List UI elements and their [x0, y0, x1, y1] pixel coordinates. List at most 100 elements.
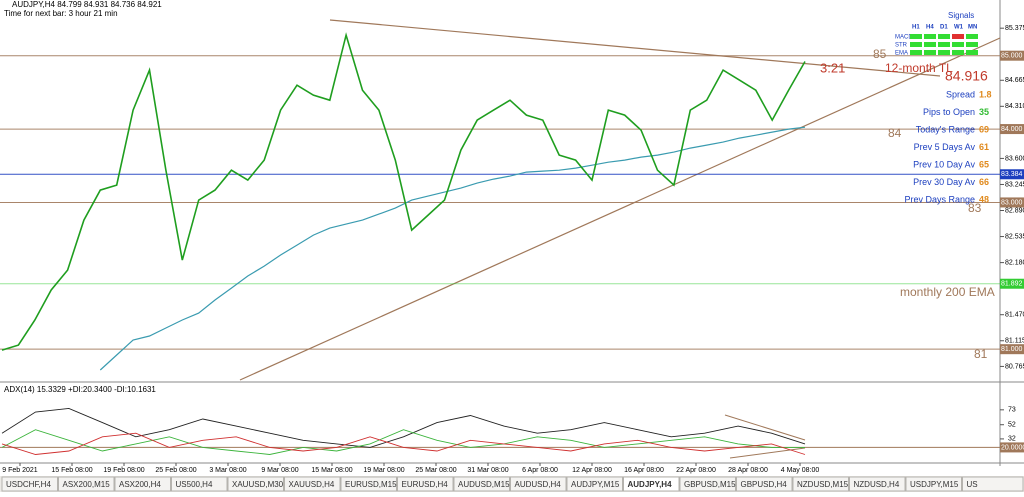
- tab-label[interactable]: GBPUSD,H4: [741, 480, 788, 489]
- tab-label[interactable]: US500,H4: [176, 480, 213, 489]
- level-box-label: 20.0000: [1001, 444, 1024, 451]
- tab-label[interactable]: AUDUSD,H4: [515, 480, 562, 489]
- y-tick-label: 81.115: [1005, 338, 1024, 345]
- x-tick-label: 4 May 08:00: [781, 467, 820, 474]
- signal-cell: [952, 50, 964, 55]
- x-tick-label: 31 Mar 08:00: [467, 467, 508, 474]
- lower-trendline: [239, 37, 1001, 381]
- x-tick-label: 6 Apr 08:00: [522, 467, 558, 474]
- level-box-label: 83.384: [1001, 171, 1023, 178]
- level-box-label: 81.892: [1001, 281, 1023, 288]
- tab[interactable]: [962, 476, 1024, 492]
- level-label: 81: [974, 347, 988, 361]
- tab[interactable]: [340, 476, 397, 492]
- tab-label[interactable]: ASX200,M15: [63, 480, 111, 489]
- tab-label[interactable]: EURUSD,H4: [402, 480, 449, 489]
- tab[interactable]: [736, 476, 793, 492]
- x-tick-label: 28 Apr 08:00: [728, 467, 768, 474]
- tab[interactable]: [566, 476, 623, 492]
- adx-tick-label: 32: [1008, 436, 1016, 443]
- tab-label[interactable]: USDCHF,H4: [6, 480, 51, 489]
- tab[interactable]: [114, 476, 171, 492]
- x-tick-label: 22 Apr 08:00: [676, 467, 716, 474]
- bar-countdown: 3:21: [820, 60, 845, 75]
- x-tick-label: 3 Mar 08:00: [209, 467, 246, 474]
- tab-label[interactable]: ASX200,H4: [119, 480, 161, 489]
- tab[interactable]: [58, 476, 115, 492]
- tab[interactable]: [171, 476, 228, 492]
- tab-label[interactable]: US: [967, 480, 978, 489]
- signal-cell: [910, 50, 922, 55]
- level-box: [1000, 169, 1024, 180]
- tab-label[interactable]: XAUUSD,H4: [289, 480, 335, 489]
- signal-row-label: STR: [895, 43, 908, 49]
- tab-label[interactable]: AUDJPY,M15: [571, 480, 620, 489]
- x-tick-label: 25 Feb 08:00: [155, 467, 196, 474]
- signal-cell: [966, 42, 978, 47]
- info-value: 66: [979, 177, 989, 187]
- tab-label[interactable]: XAUUSD,M30: [232, 480, 284, 489]
- symbol-line: AUDJPY,H4 84.799 84.931 84.736 84.921: [12, 0, 162, 9]
- adx-line: [1, 429, 805, 455]
- tab[interactable]: [623, 476, 680, 492]
- ema200-line: [99, 126, 806, 371]
- x-tick-label: 16 Apr 08:00: [624, 467, 664, 474]
- tab[interactable]: [792, 476, 849, 492]
- signal-column: MN: [968, 25, 977, 31]
- tab-label[interactable]: USDJPY,M15: [910, 480, 959, 489]
- tab[interactable]: [510, 476, 567, 492]
- signal-cell: [952, 34, 964, 39]
- tab-label[interactable]: EURUSD,M15: [345, 480, 397, 489]
- adx-line: [1, 432, 806, 455]
- level-label: 83: [968, 201, 982, 215]
- info-label: Prev Days Range: [904, 194, 975, 204]
- signal-cell: [924, 42, 936, 47]
- info-label: Prev 5 Days Av: [914, 142, 976, 152]
- level-box-label: 81.000: [1001, 346, 1023, 353]
- signal-cell: [910, 42, 922, 47]
- tab[interactable]: [284, 476, 341, 492]
- tab[interactable]: [1, 476, 58, 492]
- info-label: Prev 10 Day Av: [913, 159, 975, 169]
- tab-label[interactable]: AUDJPY,H4: [628, 480, 673, 489]
- level-box-label: 84.000: [1001, 126, 1023, 133]
- level-box-label: 83.000: [1001, 199, 1023, 206]
- x-tick-label: 12 Apr 08:00: [572, 467, 612, 474]
- info-label: Pips to Open: [923, 107, 975, 117]
- current-price: 84.916: [945, 68, 988, 84]
- tab-label[interactable]: NZDUSD,H4: [854, 480, 900, 489]
- info-value: 1.8: [979, 89, 992, 99]
- signal-column: D1: [940, 25, 948, 31]
- tab[interactable]: [397, 476, 454, 492]
- tab-label[interactable]: NZDUSD,M15: [797, 480, 849, 489]
- y-tick-label: 84.310: [1005, 103, 1024, 110]
- tab[interactable]: [453, 476, 510, 492]
- tab[interactable]: [227, 476, 284, 492]
- tab[interactable]: [905, 476, 962, 492]
- level-box: [1000, 124, 1024, 135]
- adx-trendline-lower: [729, 447, 806, 459]
- y-tick-label: 82.890: [1005, 207, 1024, 214]
- signal-cell: [910, 34, 922, 39]
- level-box: [1000, 50, 1024, 61]
- signal-cell: [924, 50, 936, 55]
- tab-label[interactable]: AUDUSD,M15: [458, 480, 510, 489]
- info-label: Today's Range: [916, 124, 975, 134]
- info-value: 61: [979, 142, 989, 152]
- x-tick-label: 15 Feb 08:00: [51, 467, 92, 474]
- tab[interactable]: [679, 476, 736, 492]
- x-tick-label: 25 Mar 08:00: [415, 467, 456, 474]
- signal-column: W1: [954, 25, 964, 31]
- level-label: 84: [888, 126, 902, 140]
- y-tick-label: 82.180: [1005, 259, 1024, 266]
- level-box: [1000, 344, 1024, 355]
- info-label: Prev 30 Day Av: [913, 177, 975, 187]
- tab[interactable]: [849, 476, 906, 492]
- bar-timer: Time for next bar: 3 hour 21 min: [4, 9, 118, 18]
- level-box: [1000, 197, 1024, 208]
- signal-row-label: MACD: [895, 35, 913, 41]
- y-tick-label: 82.535: [1005, 233, 1024, 240]
- tab-label[interactable]: GBPUSD,M15: [684, 480, 736, 489]
